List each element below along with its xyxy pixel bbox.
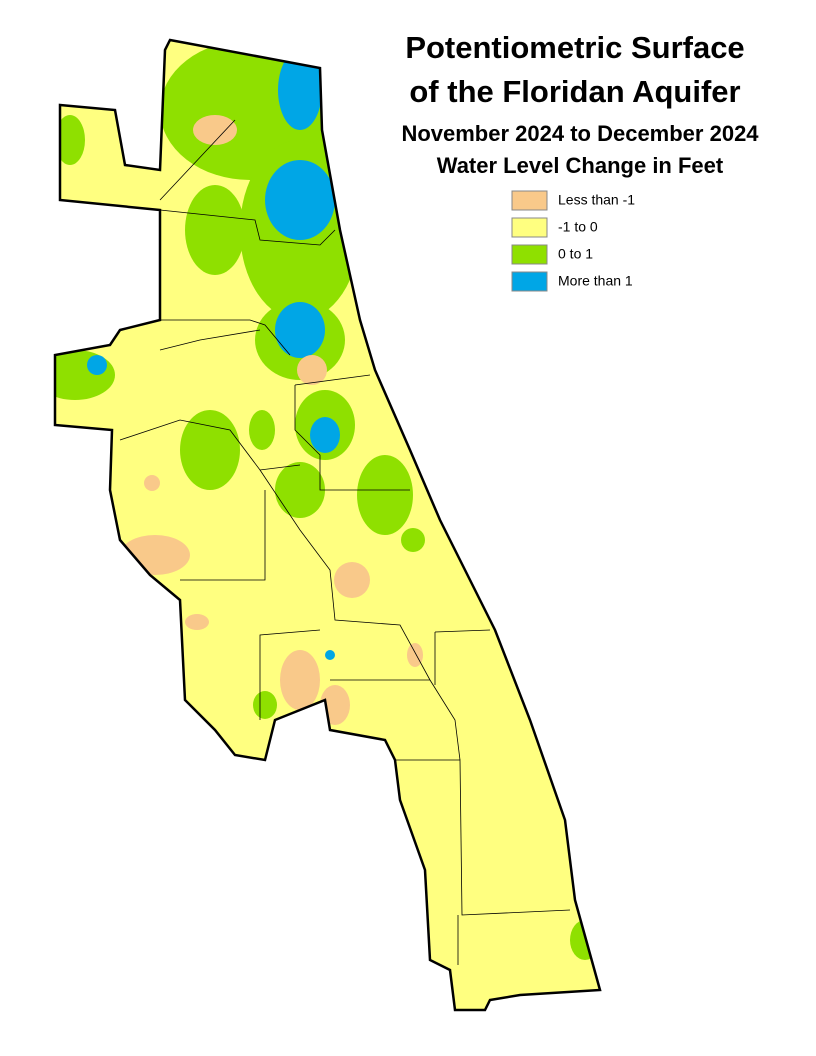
zone (334, 562, 370, 598)
zone (280, 650, 320, 710)
county-line (294, 374, 371, 386)
zone (401, 528, 425, 552)
zone (87, 355, 107, 375)
county-line (119, 419, 301, 471)
county-line (434, 629, 491, 633)
county-line (180, 490, 266, 581)
title: of the Floridan Aquifer (409, 74, 740, 109)
legend-swatch (511, 190, 548, 211)
county-line (259, 469, 461, 761)
zone (249, 410, 275, 450)
legend-swatch (511, 217, 548, 238)
zone (120, 535, 190, 575)
zone (144, 475, 160, 491)
county-line (395, 759, 571, 916)
zone (275, 462, 325, 518)
zone (310, 417, 340, 453)
legend-swatch (511, 271, 548, 292)
legend-swatch (511, 244, 548, 265)
zone (180, 410, 240, 490)
county-line (294, 385, 410, 491)
county-line (159, 119, 236, 201)
zone (193, 115, 237, 145)
zone (55, 115, 85, 165)
zone (185, 614, 209, 630)
zone (297, 355, 327, 385)
zone (325, 650, 335, 660)
subtitle: November 2024 to December 2024 (401, 121, 759, 146)
county-line (159, 209, 336, 246)
zone (320, 685, 350, 725)
county-lines (119, 119, 571, 965)
legend: Less than -1 -1 to 0 0 to 1 More than 1 (511, 190, 635, 292)
zone (357, 455, 413, 535)
zone (253, 691, 277, 719)
county-line (159, 329, 261, 351)
legend-label: -1 to 0 (558, 219, 598, 235)
zone (275, 302, 325, 358)
legend-label: More than 1 (558, 273, 633, 289)
zone (185, 185, 245, 275)
legend-label: Less than -1 (558, 192, 635, 208)
legend-label: 0 to 1 (558, 246, 593, 262)
county-line (259, 629, 321, 720)
county-line (160, 319, 291, 356)
zone (407, 643, 423, 667)
title: Potentiometric Surface (405, 30, 744, 65)
zone (278, 50, 322, 130)
zone (265, 160, 335, 240)
subtitle: Water Level Change in Feet (437, 153, 724, 178)
